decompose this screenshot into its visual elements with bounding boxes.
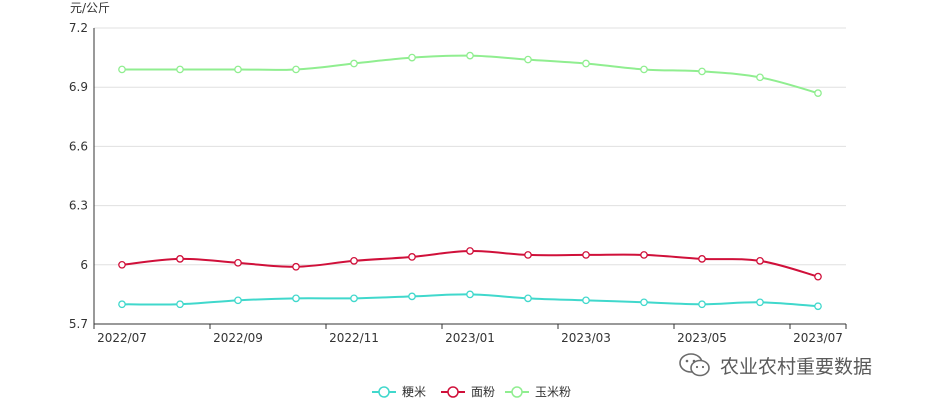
series-2: [118, 247, 822, 281]
data-point[interactable]: [524, 294, 532, 303]
x-tick-label: 2023/07: [793, 331, 843, 345]
legend-item[interactable]: 玉米粉: [505, 385, 571, 399]
data-point[interactable]: [814, 302, 822, 311]
series-3: [118, 51, 822, 97]
data-point[interactable]: [524, 251, 532, 259]
legend[interactable]: 粳米 面粉 玉米粉: [372, 385, 571, 399]
data-point[interactable]: [756, 257, 764, 265]
y-tick-label: 6.9: [69, 80, 88, 94]
wechat-icon: [679, 353, 710, 377]
x-tick-label: 2022/07: [97, 331, 147, 345]
y-axis-unit: 元/公斤: [70, 1, 110, 15]
y-tick-label: 6.3: [69, 199, 88, 213]
data-point[interactable]: [640, 251, 648, 259]
data-point[interactable]: [466, 247, 474, 255]
data-point[interactable]: [814, 272, 822, 281]
y-tick-label: 6: [80, 258, 88, 272]
data-point[interactable]: [640, 65, 648, 74]
data-point[interactable]: [350, 294, 358, 303]
x-tick-label: 2023/03: [561, 331, 611, 345]
legend-swatch-marker: [378, 386, 390, 398]
data-point[interactable]: [408, 53, 416, 62]
y-axis: 7.2 6.9 6.6 6.3 6 5.7: [69, 21, 95, 331]
data-point[interactable]: [408, 253, 416, 261]
data-point[interactable]: [466, 51, 474, 60]
legend-swatch-marker: [511, 386, 523, 398]
data-point[interactable]: [350, 257, 358, 265]
x-tick-label: 2023/05: [677, 331, 727, 345]
data-point[interactable]: [350, 59, 358, 68]
data-point[interactable]: [524, 55, 532, 64]
data-point[interactable]: [756, 298, 764, 307]
legend-item[interactable]: 粳米: [372, 385, 426, 399]
data-point[interactable]: [176, 65, 184, 74]
y-tick-label: 7.2: [69, 21, 88, 35]
data-point[interactable]: [176, 255, 184, 263]
data-point[interactable]: [234, 258, 242, 267]
data-point[interactable]: [234, 65, 242, 74]
data-point[interactable]: [582, 251, 590, 259]
y-grid: [94, 27, 846, 325]
data-point[interactable]: [698, 300, 706, 309]
data-point[interactable]: [582, 59, 590, 68]
data-point[interactable]: [234, 296, 242, 305]
data-point[interactable]: [756, 73, 764, 82]
legend-item[interactable]: 面粉: [441, 385, 495, 399]
legend-label: 面粉: [471, 385, 495, 399]
legend-label: 粳米: [402, 385, 426, 399]
x-tick-label: 2023/01: [445, 331, 495, 345]
data-point[interactable]: [292, 294, 300, 303]
data-point[interactable]: [292, 65, 300, 74]
x-tick-label: 2022/11: [329, 331, 379, 345]
legend-swatch-marker: [447, 386, 459, 398]
data-point[interactable]: [176, 300, 184, 309]
y-tick-label: 6.6: [69, 139, 88, 153]
watermark-text: 农业农村重要数据: [720, 355, 873, 378]
legend-label: 玉米粉: [535, 385, 571, 399]
series-group: [118, 51, 822, 311]
data-point[interactable]: [408, 292, 416, 301]
series-1: [118, 290, 822, 311]
x-axis: 2022/07 2022/09 2022/11 2023/01 2023/03 2023/…: [93, 323, 847, 345]
data-point[interactable]: [814, 89, 822, 97]
x-tick-label: 2022/09: [213, 331, 263, 345]
data-point[interactable]: [466, 290, 474, 299]
data-point[interactable]: [118, 260, 126, 269]
watermark: 农业农村重要数据: [678, 350, 872, 380]
data-point[interactable]: [292, 262, 300, 271]
data-point[interactable]: [582, 296, 590, 305]
data-point[interactable]: [640, 298, 648, 307]
y-tick-label: 5.7: [69, 317, 88, 331]
data-point[interactable]: [118, 300, 126, 309]
data-point[interactable]: [698, 67, 706, 76]
data-point[interactable]: [698, 255, 706, 263]
data-point[interactable]: [118, 65, 126, 74]
